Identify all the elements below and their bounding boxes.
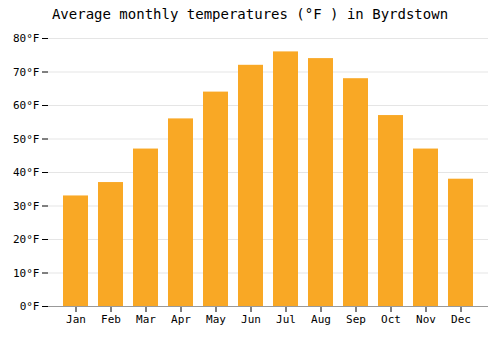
svg-text:30°F: 30°F [13,200,40,213]
svg-text:Aug: Aug [311,313,331,326]
svg-text:60°F: 60°F [13,99,40,112]
svg-text:0°F: 0°F [20,300,40,313]
svg-text:Jan: Jan [66,313,86,326]
svg-text:Jun: Jun [241,313,261,326]
svg-text:Sep: Sep [346,313,366,326]
svg-text:10°F: 10°F [13,267,40,280]
svg-text:Apr: Apr [171,313,191,326]
svg-text:50°F: 50°F [13,133,40,146]
svg-text:Jul: Jul [276,313,296,326]
svg-text:Nov: Nov [416,313,436,326]
svg-text:20°F: 20°F [13,233,40,246]
html-text:Average monthly temperatures (: Average monthly temperatures (°F ) in By… [51,6,449,22]
svg-text:Dec: Dec [451,313,471,326]
svg-text:Oct: Oct [381,313,401,326]
svg-text:Feb: Feb [101,313,121,326]
svg-text:70°F: 70°F [13,66,40,79]
svg-text:Mar: Mar [136,313,156,326]
svg-text:80°F: 80°F [13,32,40,45]
svg-text:40°F: 40°F [13,166,40,179]
svg-text:May: May [206,313,226,326]
